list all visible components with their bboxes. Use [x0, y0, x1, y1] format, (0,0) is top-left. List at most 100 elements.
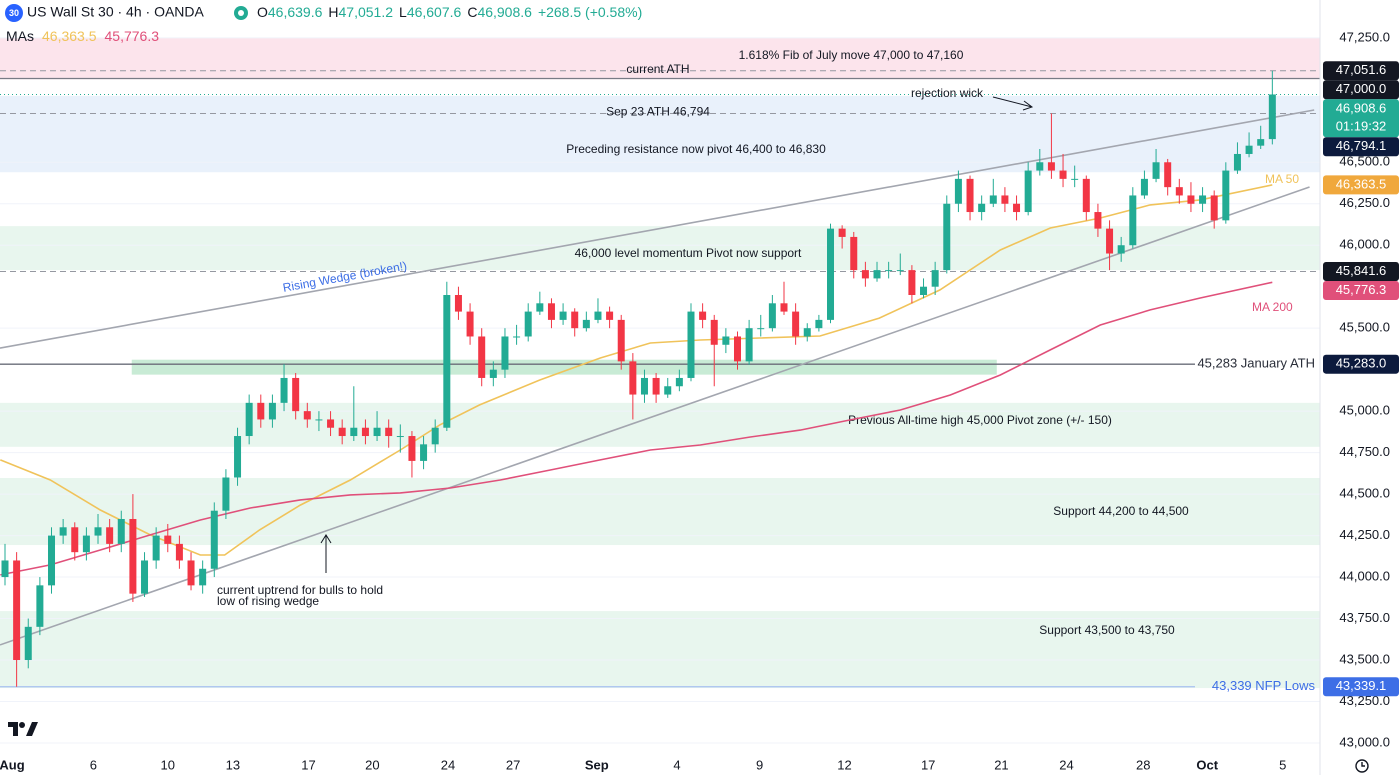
x-tick-label: 17 [921, 757, 935, 772]
candle-body [1071, 178, 1079, 180]
candle-body [245, 402, 253, 437]
candle-body [536, 303, 544, 312]
x-tick-label: 27 [506, 757, 520, 772]
tradingview-logo [8, 722, 38, 736]
candle-body [885, 270, 893, 272]
x-tick-label: Aug [0, 757, 25, 772]
x-tick-label: 4 [673, 757, 680, 772]
candle-body [524, 311, 532, 337]
candle-body [780, 303, 788, 312]
x-tick-label: 13 [226, 757, 240, 772]
candle-body [501, 336, 509, 370]
candle-body [1059, 170, 1067, 179]
candle-body [699, 311, 707, 320]
zone [0, 402, 1320, 447]
ohlc-value: 46,607.6 [407, 4, 462, 20]
clock-icon[interactable] [1355, 759, 1369, 773]
y-tick-label: 44,500.0 [1339, 486, 1390, 501]
candle-body [896, 270, 904, 272]
timezone-icon[interactable] [1355, 759, 1369, 773]
zone [0, 95, 1320, 173]
price-label-box [1323, 175, 1399, 195]
candle-body [1094, 212, 1102, 229]
price-label-box [1323, 137, 1399, 157]
ohlc-key: L [399, 4, 407, 20]
symbol-logo-text: 30 [9, 8, 19, 18]
x-tick-label: 17 [301, 757, 315, 772]
candle-body [815, 319, 823, 329]
ohlc-key: C [467, 4, 477, 20]
candle-body [978, 203, 986, 213]
candle-body [292, 377, 300, 412]
candle-body [513, 336, 521, 338]
zone-label: 1.618% Fib of July move 47,000 to 47,160 [739, 48, 964, 62]
ma-name: MA 200 [1252, 300, 1293, 314]
y-tick-label: 43,500.0 [1339, 651, 1390, 666]
zone-label: Support 43,500 to 43,750 [1039, 623, 1175, 637]
candle-body [1, 560, 9, 578]
y-tick-label: 46,000.0 [1339, 237, 1390, 252]
level-label: Sep 23 ATH 46,794 [606, 105, 710, 119]
candle-body [106, 527, 114, 544]
candle-body [454, 295, 462, 312]
candle-body [385, 427, 393, 437]
candle-body [571, 311, 579, 329]
candle-body [257, 402, 265, 420]
candle-body [559, 311, 567, 320]
candle-body [489, 369, 497, 378]
candle-body [466, 311, 474, 337]
candle-body [48, 535, 56, 586]
x-tick-label: 5 [1279, 757, 1286, 772]
candle-body [210, 510, 218, 569]
price-label-box [1323, 677, 1399, 697]
trendline [0, 186, 1310, 646]
x-tick-label: 21 [994, 757, 1008, 772]
candle-body [164, 535, 172, 544]
price-label: 45,841.6 [1336, 263, 1387, 278]
y-tick-label: 43,750.0 [1339, 610, 1390, 625]
ma-legend-value: 45,776.3 [105, 28, 160, 44]
candle-body [617, 319, 625, 362]
annotation: rejection wick [911, 86, 984, 100]
x-tick-label: 24 [1059, 757, 1073, 772]
candle-body [582, 319, 590, 329]
y-tick-label: 43,250.0 [1339, 693, 1390, 708]
candle-body [408, 436, 416, 461]
zone [0, 611, 1320, 689]
candle-body [629, 361, 637, 395]
candle-body [722, 336, 730, 345]
symbol-logo [5, 4, 23, 22]
annotation-arrow [992, 96, 1034, 111]
x-tick-label: 10 [161, 757, 175, 772]
x-tick-label: Sep [585, 757, 609, 772]
y-tick-label: 47,250.0 [1339, 29, 1390, 44]
candle-body [443, 295, 451, 428]
candle-body [1036, 162, 1044, 171]
y-tick-label: 45,000.0 [1339, 403, 1390, 418]
price-label: 47,051.6 [1336, 62, 1387, 77]
price-label: 45,776.3 [1336, 282, 1387, 297]
candle-body [1152, 162, 1160, 179]
candle-body [361, 427, 369, 437]
level-label: 43,339 NFP Lows [1212, 678, 1316, 693]
ma-legend: MAs 46,363.5 45,776.3 [6, 28, 159, 44]
candle-body [13, 560, 21, 661]
candle-body [594, 311, 602, 320]
candle-body [187, 560, 195, 586]
candle-body [396, 436, 404, 438]
price-label: 46,908.6 [1336, 101, 1387, 116]
candle-body [606, 311, 614, 320]
candle-body [327, 419, 335, 428]
x-tick-label: 9 [756, 757, 763, 772]
annotation-arrow [320, 534, 332, 573]
candle-body [920, 286, 928, 296]
logo-part [8, 722, 18, 736]
price-label: 46,363.5 [1336, 176, 1387, 191]
candle-body [827, 228, 835, 320]
candle-body [850, 236, 858, 271]
price-label-box [1323, 80, 1399, 100]
ohlc-key: H [328, 4, 338, 20]
candle-body [222, 477, 230, 511]
candle-body [431, 427, 439, 445]
